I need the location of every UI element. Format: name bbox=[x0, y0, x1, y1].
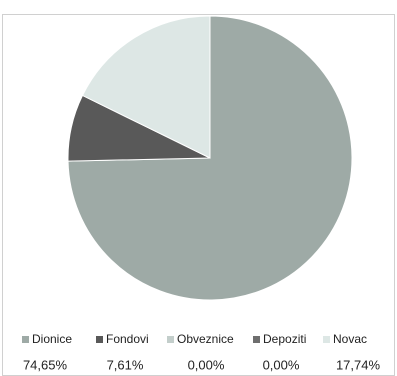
value-label: 0,00% bbox=[188, 357, 225, 372]
value-label: 0,00% bbox=[263, 357, 300, 372]
value-label: 74,65% bbox=[23, 357, 68, 372]
pie-slice bbox=[81, 15, 211, 159]
legend-swatch bbox=[253, 336, 260, 343]
legend-swatch bbox=[167, 336, 174, 343]
legend-swatch bbox=[323, 336, 330, 343]
legend-label: Dionice bbox=[32, 332, 72, 346]
legend-label: Fondovi bbox=[106, 332, 149, 346]
legend-label: Depoziti bbox=[263, 332, 306, 346]
legend-label: Novac bbox=[333, 332, 367, 346]
legend-label: Obveznice bbox=[177, 332, 234, 346]
legend-swatch bbox=[96, 336, 103, 343]
value-label: 17,74% bbox=[336, 357, 381, 372]
value-label: 7,61% bbox=[107, 357, 144, 372]
legend-swatch bbox=[22, 336, 29, 343]
